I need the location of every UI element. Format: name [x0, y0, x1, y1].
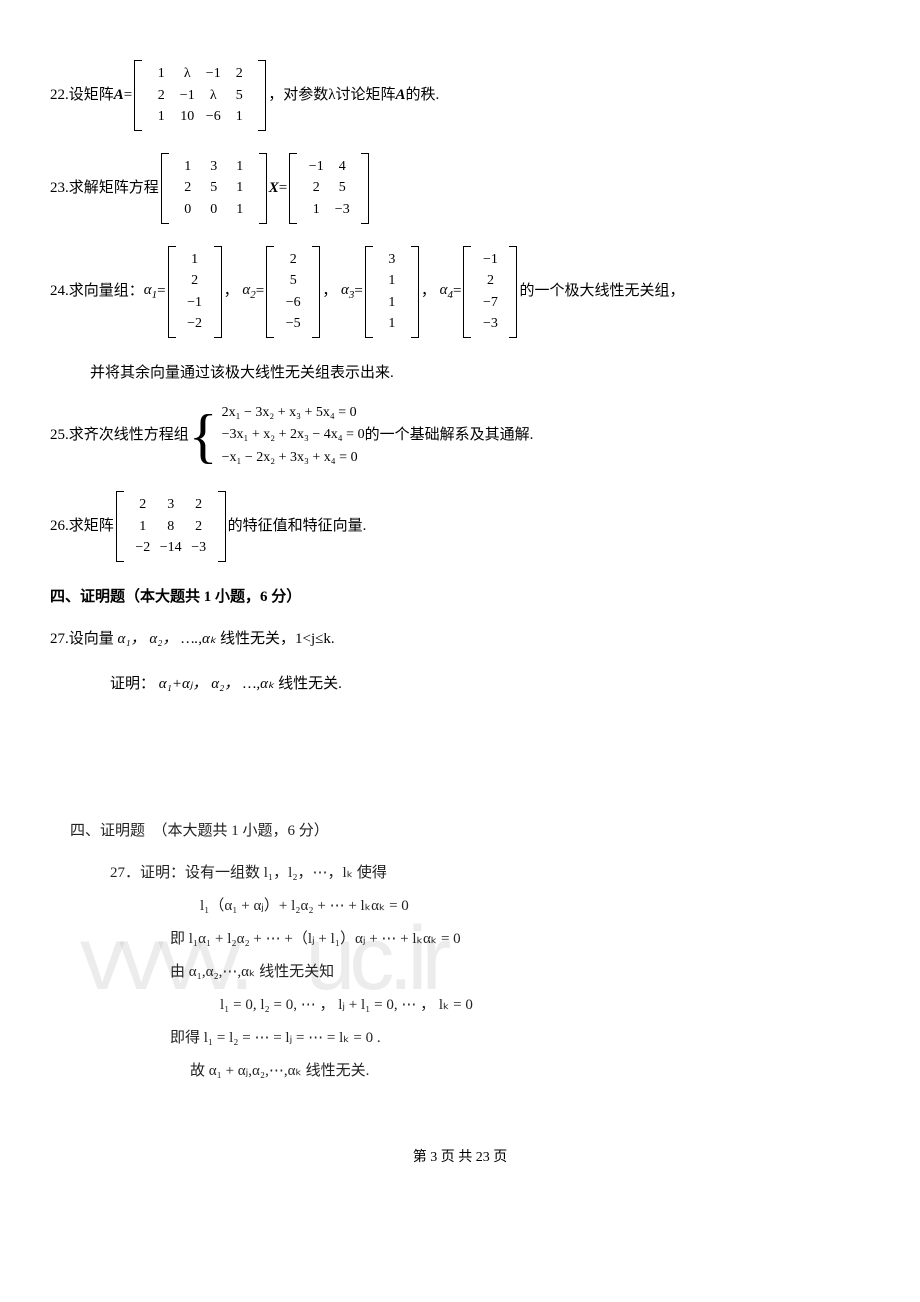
p22-suffix: ，对参数λ讨论矩阵	[268, 82, 395, 109]
p23-matrix-a: 131 251 001	[161, 153, 267, 224]
problem-26: 26.求矩阵 232 182 −2−14−3 的特征值和特征向量.	[50, 491, 870, 562]
alpha2-vec: 2 5 −6 −5	[266, 246, 320, 338]
p23-eq: =	[279, 175, 287, 202]
alpha3-label: α3	[341, 277, 354, 306]
p22-eq: =	[124, 82, 132, 109]
p22-var2: A	[396, 82, 406, 109]
problem-23: 23.求解矩阵方程 131 251 001 X = −14 25 1−3	[50, 153, 870, 224]
problem-24: 24.求向量组： α1 = 1 2 −1 −2 ， α2 = 2 5 −6 −5…	[50, 246, 870, 338]
proof-l7: 故 α₁ + αⱼ,α₂,⋯,αₖ 线性无关.	[190, 1058, 870, 1085]
proof-l4: 由 α₁,α₂,⋯,αₖ 线性无关知	[170, 959, 870, 986]
page-footer: 第 3 页 共 23 页	[50, 1145, 870, 1170]
alpha4-vec: −1 2 −7 −3	[463, 246, 517, 338]
p27-line2: 证明： α₁+αⱼ， α₂， …,αₖ 线性无关.	[110, 671, 870, 698]
proof-section: vvvv. uc.ir 四、证明题 （本大题共 1 小题，6 分） 27．证明：…	[50, 818, 870, 1085]
p27-line1: 27.设向量 α₁， α₂， ….,αₖ 线性无关，1<j≤k.	[50, 626, 870, 653]
p22-matrix: 1λ−12 2−1λ5 110−61	[134, 60, 266, 131]
p24-line2: 并将其余向量通过该极大线性无关组表示出来.	[90, 360, 870, 387]
section4-heading: 四、证明题（本大题共 1 小题，6 分）	[50, 584, 870, 611]
p23-prefix: 23.求解矩阵方程	[50, 175, 159, 202]
problem-27: 27.设向量 α₁， α₂， ….,αₖ 线性无关，1<j≤k. 证明： α₁+…	[50, 626, 870, 698]
proof-l2: l₁（α₁ + αⱼ）+ l₂α₂ + ⋯ + lₖαₖ = 0	[200, 893, 870, 920]
proof-heading: 四、证明题 （本大题共 1 小题，6 分）	[70, 818, 870, 845]
p23-var: X	[269, 175, 279, 202]
p26-suffix: 的特征值和特征向量.	[228, 513, 367, 540]
alpha1-vec: 1 2 −1 −2	[168, 246, 222, 338]
alpha3-vec: 3 1 1 1	[365, 246, 419, 338]
p26-matrix: 232 182 −2−14−3	[116, 491, 226, 562]
alpha2-label: α2	[242, 277, 255, 306]
p22-suffix2: 的秩.	[406, 82, 440, 109]
p22-var: A	[114, 82, 124, 109]
p23-matrix-b: −14 25 1−3	[289, 153, 369, 224]
alpha1-label: α1	[144, 277, 157, 306]
proof-l1: 27．证明：设有一组数 l₁，l₂，⋯，lₖ 使得	[110, 860, 870, 887]
p24-suffix: 的一个极大线性无关组，	[519, 278, 684, 305]
alpha4-label: α4	[440, 277, 453, 306]
p26-prefix: 26.求矩阵	[50, 513, 114, 540]
proof-l6: 即得 l₁ = l₂ = ⋯ = lⱼ = ⋯ = lₖ = 0 .	[170, 1025, 870, 1052]
problem-25: 25.求齐次线性方程组 { 2x₁ − 3x₂ + x₃ + 5x₄ = 0 −…	[50, 402, 870, 469]
p25-system: { 2x₁ − 3x₂ + x₃ + 5x₄ = 0 −3x₁ + x₂ + 2…	[189, 402, 365, 469]
p25-suffix: 的一个基础解系及其通解.	[365, 422, 534, 449]
p24-prefix: 24.求向量组：	[50, 278, 144, 305]
proof-l3: 即 l₁α₁ + l₂α₂ + ⋯ +（lⱼ + l₁）αⱼ + ⋯ + lₖα…	[170, 926, 870, 953]
problem-22: 22.设矩阵 A = 1λ−12 2−1λ5 110−61 ，对参数λ讨论矩阵 …	[50, 60, 870, 131]
p25-prefix: 25.求齐次线性方程组	[50, 422, 189, 449]
p22-prefix: 22.设矩阵	[50, 82, 114, 109]
proof-l5: l₁ = 0, l₂ = 0, ⋯ ， lⱼ + l₁ = 0, ⋯ ， lₖ …	[220, 992, 870, 1019]
